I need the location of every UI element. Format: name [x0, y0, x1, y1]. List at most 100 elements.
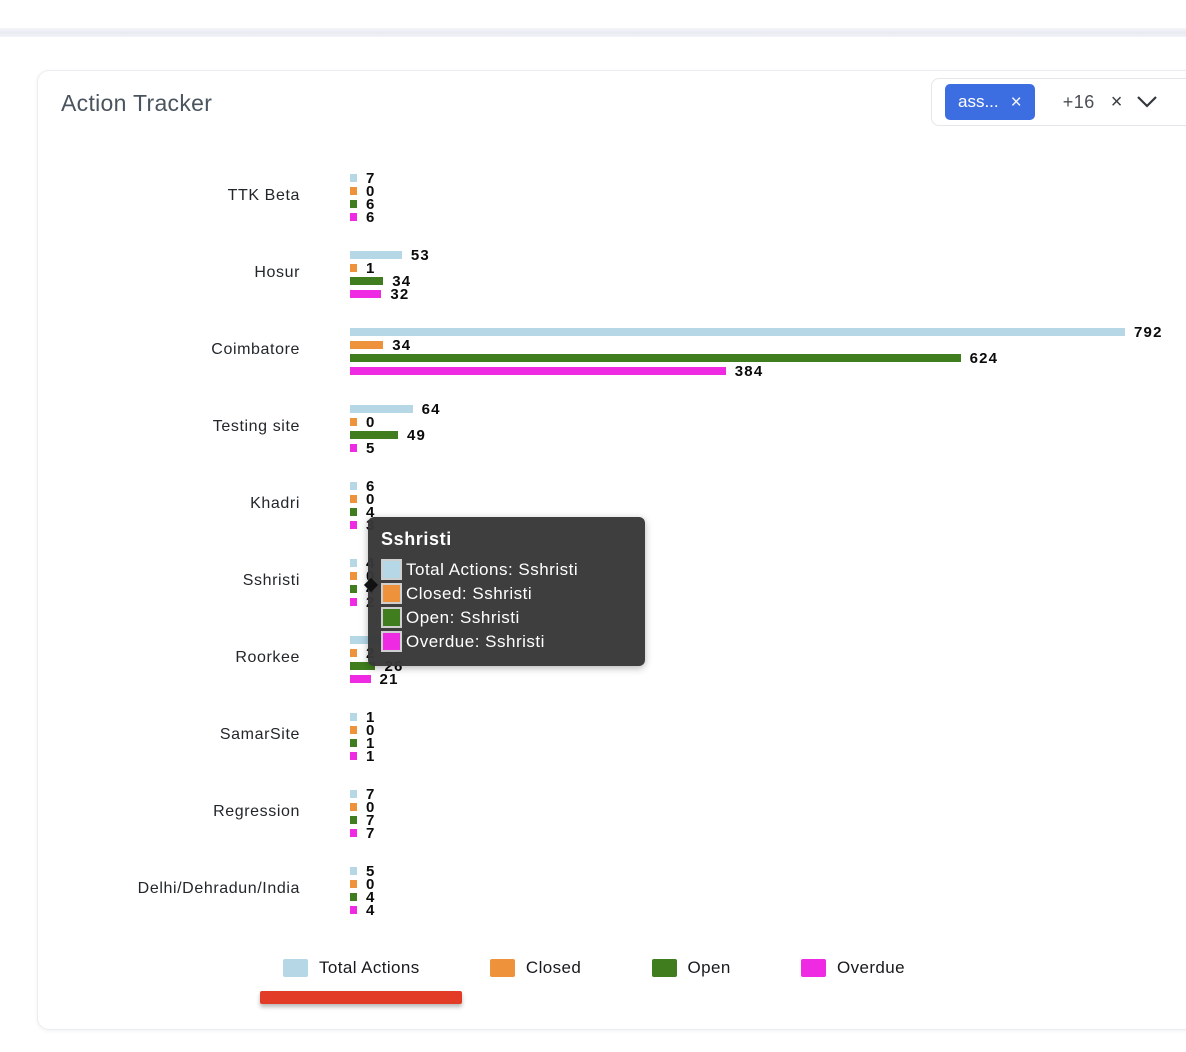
value-label: 792 [1134, 323, 1163, 341]
legend-item-closed[interactable]: Closed [489, 958, 582, 978]
legend-swatch-icon [489, 959, 515, 977]
more-filters-count[interactable]: +16 [1062, 91, 1095, 112]
bar-overdue[interactable] [350, 674, 371, 683]
bar-open[interactable] [350, 507, 357, 516]
bar-total-actions[interactable] [350, 635, 385, 644]
bar-closed[interactable] [350, 263, 357, 272]
category-label: Roorkee [235, 649, 300, 666]
bar-closed[interactable] [350, 186, 357, 195]
value-label: 0 [366, 182, 376, 200]
tooltip-row: Total Actions: Sshristi [381, 559, 631, 580]
legend-item-total-actions[interactable]: Total Actions [283, 958, 420, 978]
bar-closed[interactable] [350, 417, 357, 426]
tooltip-swatch-icon [381, 583, 402, 604]
value-label: 53 [410, 246, 430, 264]
filter-chip[interactable]: ass... × [945, 84, 1035, 120]
tooltip-row-label: Closed: Sshristi [406, 583, 533, 603]
bar-overdue[interactable] [350, 212, 357, 221]
chip-close-icon[interactable]: × [1010, 91, 1022, 113]
value-label: 7 [366, 811, 376, 829]
bar-open[interactable] [350, 661, 376, 670]
value-label: 5 [366, 439, 376, 457]
bar-overdue[interactable] [350, 597, 357, 606]
legend-item-overdue[interactable]: Overdue [800, 958, 905, 978]
category-label: Coimbatore [211, 341, 300, 358]
bar-closed[interactable] [350, 802, 357, 811]
bar-total-actions[interactable] [350, 789, 357, 798]
bar-total-actions[interactable] [350, 173, 357, 182]
bar-closed[interactable] [350, 725, 357, 734]
chevron-down-icon[interactable] [1136, 95, 1158, 109]
category-label: SamarSite [219, 726, 300, 743]
chart-tooltip: Sshristi Total Actions: Sshristi Closed: … [368, 517, 645, 666]
tooltip-row-label: Overdue: Sshristi [406, 631, 545, 651]
bar-total-actions[interactable] [350, 712, 357, 721]
clear-all-icon[interactable]: × [1110, 90, 1123, 113]
value-label: 64 [421, 400, 441, 418]
category-label: Sshristi [242, 572, 300, 589]
bar-open[interactable] [350, 738, 357, 747]
value-label: 6 [366, 477, 376, 495]
value-label: 7 [366, 824, 376, 842]
value-label: 1 [366, 734, 376, 752]
bar-open[interactable] [350, 892, 357, 901]
bar-total-actions[interactable] [350, 327, 1125, 336]
bar-overdue[interactable] [350, 366, 726, 375]
tooltip-title: Sshristi [381, 529, 452, 549]
bar-open[interactable] [350, 199, 357, 208]
bar-overdue[interactable] [350, 905, 357, 914]
bar-total-actions[interactable] [350, 404, 413, 413]
legend-label: Open [687, 958, 731, 977]
value-label: 4 [366, 503, 376, 521]
chart-legend: Total Actions Closed Open Overdue [283, 958, 905, 978]
bar-total-actions[interactable] [350, 481, 357, 490]
value-label: 6 [366, 208, 376, 226]
bar-open[interactable] [350, 353, 961, 362]
category-label: Regression [213, 803, 300, 820]
bar-overdue[interactable] [350, 751, 357, 760]
value-label: 34 [392, 336, 412, 354]
bar-closed[interactable] [350, 340, 384, 349]
tooltip-swatch-icon [381, 631, 402, 652]
value-label: 0 [366, 875, 376, 893]
value-label: 4 [366, 888, 376, 906]
value-label: 6 [366, 195, 376, 213]
value-label: 5 [366, 862, 376, 880]
category-label: Delhi/Dehradun/India [137, 880, 300, 897]
bar-closed[interactable] [350, 648, 357, 657]
legend-label: Closed [525, 958, 582, 977]
filter-control[interactable]: ass... × +16 × [931, 78, 1186, 126]
value-label: 21 [379, 670, 399, 688]
bar-total-actions[interactable] [350, 866, 357, 875]
tooltip-row: Overdue: Sshristi [381, 631, 631, 652]
value-label: 7 [366, 169, 376, 187]
bar-closed[interactable] [350, 571, 357, 580]
bar-total-actions[interactable] [350, 558, 357, 567]
bar-closed[interactable] [350, 879, 357, 888]
bar-open[interactable] [350, 815, 357, 824]
bar-open[interactable] [350, 584, 357, 593]
bar-open[interactable] [350, 276, 384, 285]
bar-open[interactable] [350, 430, 398, 439]
category-label: TTK Beta [227, 187, 300, 204]
bar-overdue[interactable] [350, 443, 357, 452]
tooltip-row: Closed: Sshristi [381, 583, 631, 604]
filter-chip-label: ass... [958, 92, 999, 111]
bar-overdue[interactable] [350, 520, 357, 529]
page-top-band [0, 28, 1186, 37]
value-label: 49 [406, 426, 427, 444]
value-label: 0 [366, 490, 376, 508]
value-label: 0 [366, 413, 376, 431]
tooltip-row-label: Total Actions: Sshristi [406, 559, 579, 579]
horizontal-scrollbar-thumb[interactable] [260, 991, 462, 1004]
bar-overdue[interactable] [350, 828, 357, 837]
legend-swatch-icon [283, 959, 308, 977]
legend-item-open[interactable]: Open [651, 958, 731, 978]
bar-closed[interactable] [350, 494, 357, 503]
bar-total-actions[interactable] [350, 250, 402, 259]
bar-overdue[interactable] [350, 289, 382, 298]
value-label: 32 [390, 285, 410, 303]
category-label: Testing site [212, 418, 300, 435]
legend-swatch-icon [651, 959, 677, 977]
value-label: 0 [366, 721, 376, 739]
